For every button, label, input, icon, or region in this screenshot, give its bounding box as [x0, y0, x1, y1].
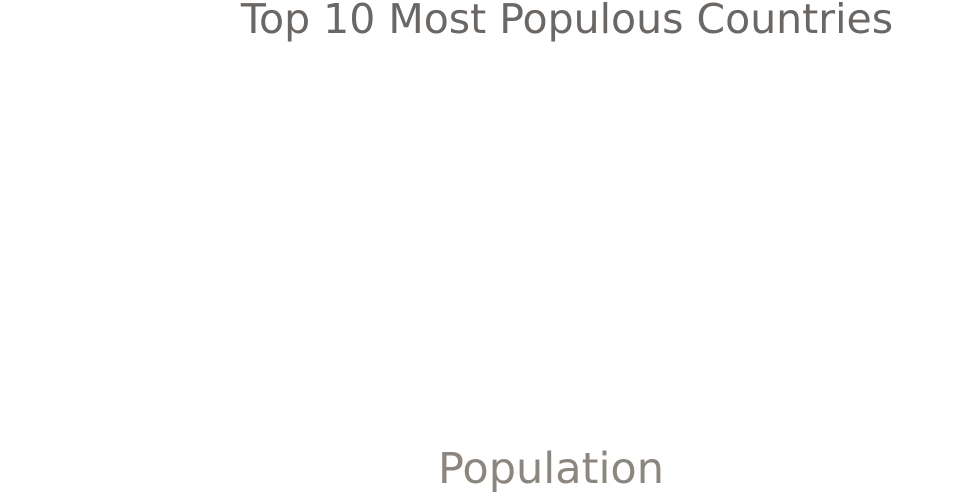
x-axis-label: Population: [438, 444, 664, 494]
chart-title: Top 10 Most Populous Countries: [240, 0, 894, 43]
plot-area: [180, 60, 955, 435]
